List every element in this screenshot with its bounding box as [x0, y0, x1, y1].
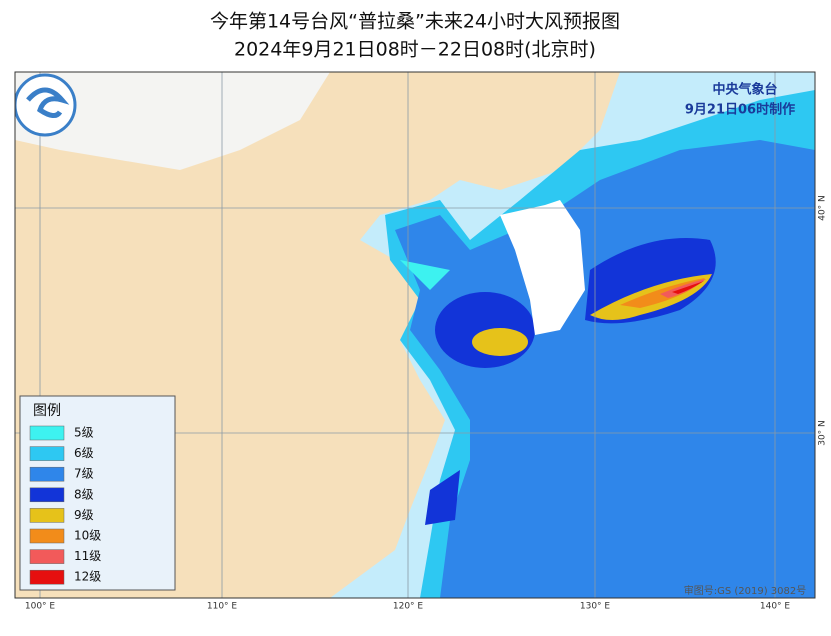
lon-label: 100° E — [25, 602, 56, 612]
review-number: 审图号:GS (2019) 3082号 — [684, 584, 807, 597]
legend-swatch — [29, 549, 65, 564]
subtitle: 2024年9月21日08时－22日08时(北京时) — [234, 39, 596, 61]
legend-label: 11级 — [74, 549, 101, 563]
legend-swatch — [29, 466, 65, 482]
legend-label: 6级 — [74, 446, 94, 460]
legend-label: 10级 — [74, 529, 101, 543]
legend-label: 12级 — [74, 570, 101, 584]
legend-label: 8级 — [74, 487, 94, 501]
legend-swatch — [29, 487, 65, 503]
lat-label: 40° N — [818, 195, 828, 221]
lon-label: 130° E — [580, 602, 611, 612]
legend-title: 图例 — [33, 403, 61, 419]
legend-swatch — [29, 569, 65, 585]
issue-time: 9月21日06时制作 — [685, 102, 795, 118]
legend-label: 5级 — [74, 426, 94, 440]
legend-swatch — [29, 425, 65, 441]
legend-label: 7级 — [74, 467, 94, 481]
legend: 图例 5级 6级 7级 8级 9级 10级 11级 12级 — [19, 395, 176, 591]
map-body — [15, 72, 815, 598]
lon-label: 110° E — [207, 602, 238, 612]
legend-swatch — [29, 446, 65, 461]
agency-name: 中央气象台 — [712, 82, 777, 98]
lon-label: 140° E — [760, 602, 791, 612]
lat-label: 30° N — [818, 420, 828, 446]
lon-label: 120° E — [393, 602, 424, 612]
title: 今年第14号台风“普拉桑”未来24小时大风预报图 — [210, 11, 620, 33]
legend-swatch — [29, 508, 65, 523]
legend-swatch — [29, 528, 65, 544]
legend-label: 9级 — [74, 508, 94, 522]
